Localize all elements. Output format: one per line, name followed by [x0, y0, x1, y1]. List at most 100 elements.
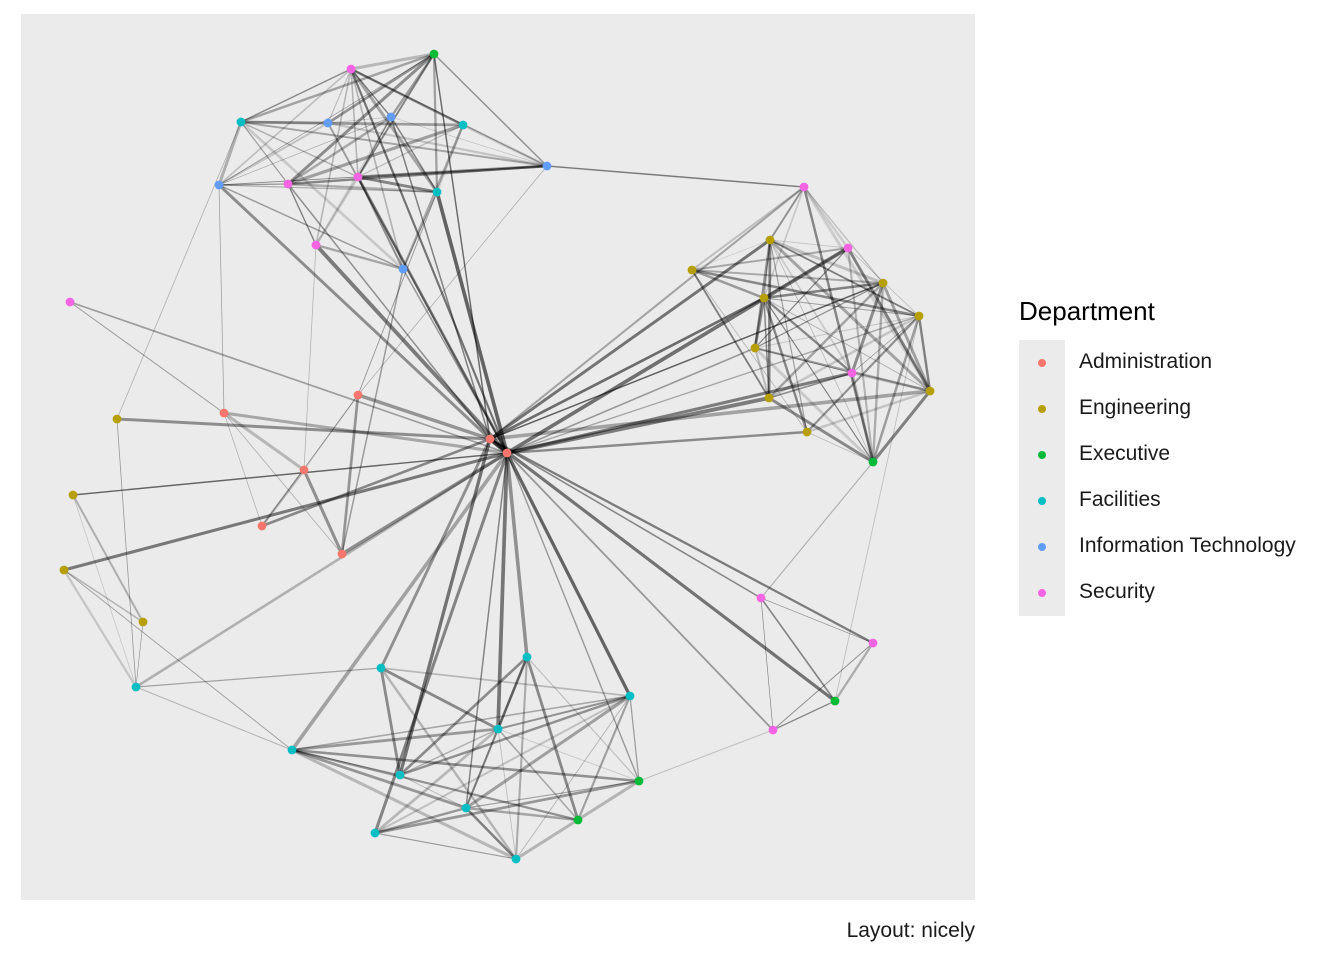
network-edge: [546, 165, 805, 188]
network-edge: [303, 244, 317, 471]
network-edge: [505, 430, 809, 455]
network-node: [687, 265, 697, 275]
network-edge: [772, 642, 874, 731]
network-edge: [768, 238, 932, 393]
network-edge: [399, 774, 467, 809]
network-edge: [399, 728, 499, 776]
network-edge: [286, 123, 465, 186]
network-edge: [402, 191, 438, 270]
network-edge: [218, 183, 289, 186]
network-edge: [239, 120, 330, 125]
network-node: [843, 243, 853, 253]
network-edge: [350, 68, 548, 167]
network-edge: [390, 116, 491, 440]
legend-label: Security: [1079, 580, 1155, 603]
network-edge: [260, 468, 306, 528]
layout-caption: Layout: nicely: [846, 919, 975, 942]
network-node: [287, 745, 297, 755]
network-edge: [223, 412, 263, 527]
network-edge: [802, 185, 850, 250]
network-node: [573, 815, 583, 825]
network-edge: [805, 314, 921, 434]
network-node: [131, 682, 141, 692]
legend-label: Information Technology: [1079, 534, 1296, 557]
network-edge: [222, 411, 306, 472]
network-edge: [69, 301, 508, 454]
network-edge: [240, 68, 352, 123]
network-edge: [433, 53, 548, 167]
network-edge: [850, 371, 875, 464]
network-edge: [691, 269, 808, 433]
network-edge: [315, 68, 352, 246]
network-node: [764, 393, 774, 403]
network-edge: [373, 806, 468, 835]
network-edge: [806, 431, 874, 463]
network-edge: [222, 411, 509, 455]
network-node: [395, 770, 405, 780]
network-edge: [525, 655, 580, 822]
network-edge: [240, 121, 359, 178]
network-edge: [763, 239, 771, 299]
network-edge: [690, 268, 921, 318]
legend-dot-icon: [1038, 451, 1046, 459]
network-edge: [834, 315, 920, 702]
plot-panel: [21, 14, 975, 900]
network-edge: [769, 239, 920, 317]
network-edge: [769, 239, 849, 249]
legend-item-administration: Administration: [1019, 340, 1339, 386]
legend-title: Department: [1019, 296, 1155, 326]
network-node: [386, 112, 396, 122]
network-edge: [223, 412, 343, 555]
network-edge: [850, 371, 932, 393]
network-edge: [290, 748, 518, 861]
network-edge: [290, 727, 500, 752]
network-edge: [63, 569, 293, 751]
network-edge: [464, 694, 632, 810]
network-edge: [846, 246, 932, 393]
network-edge: [291, 749, 401, 776]
network-edge: [135, 621, 144, 688]
network-edge: [326, 52, 436, 125]
network-edge: [356, 175, 405, 271]
network-edge: [769, 186, 805, 241]
network-edge: [62, 568, 138, 689]
network-node: [429, 49, 439, 59]
network-edge: [286, 115, 393, 186]
network-edge: [505, 451, 529, 659]
network-edge: [506, 452, 774, 731]
network-edge: [464, 806, 518, 861]
network-node: [914, 311, 924, 321]
network-edge: [349, 67, 439, 194]
network-edge: [303, 394, 359, 471]
network-node: [634, 776, 644, 786]
network-edge: [754, 247, 849, 349]
network-edge: [314, 243, 509, 455]
network-edge: [302, 468, 344, 556]
network-edge: [218, 68, 352, 186]
network-edge: [390, 116, 438, 193]
network-node: [756, 593, 766, 603]
network-edge: [768, 372, 853, 399]
network-edge: [72, 452, 508, 496]
legend-key-background: [1019, 340, 1065, 616]
network-edge: [802, 185, 875, 464]
network-edge: [71, 493, 145, 624]
network-edge: [290, 451, 509, 752]
network-edge: [767, 238, 772, 400]
network-edge: [488, 437, 875, 645]
network-edge: [461, 123, 549, 168]
network-edge: [287, 183, 491, 440]
network-edge: [286, 52, 436, 186]
network-edge: [851, 315, 920, 374]
network-edge: [526, 656, 640, 782]
network-node: [759, 293, 769, 303]
network-edge: [769, 239, 874, 463]
network-node: [257, 521, 267, 531]
network-edge: [357, 191, 438, 396]
network-edge: [850, 281, 885, 375]
legend-label: Engineering: [1079, 396, 1192, 419]
network-edge: [379, 666, 500, 731]
edge-layer: [62, 52, 932, 861]
network-node: [353, 172, 363, 182]
